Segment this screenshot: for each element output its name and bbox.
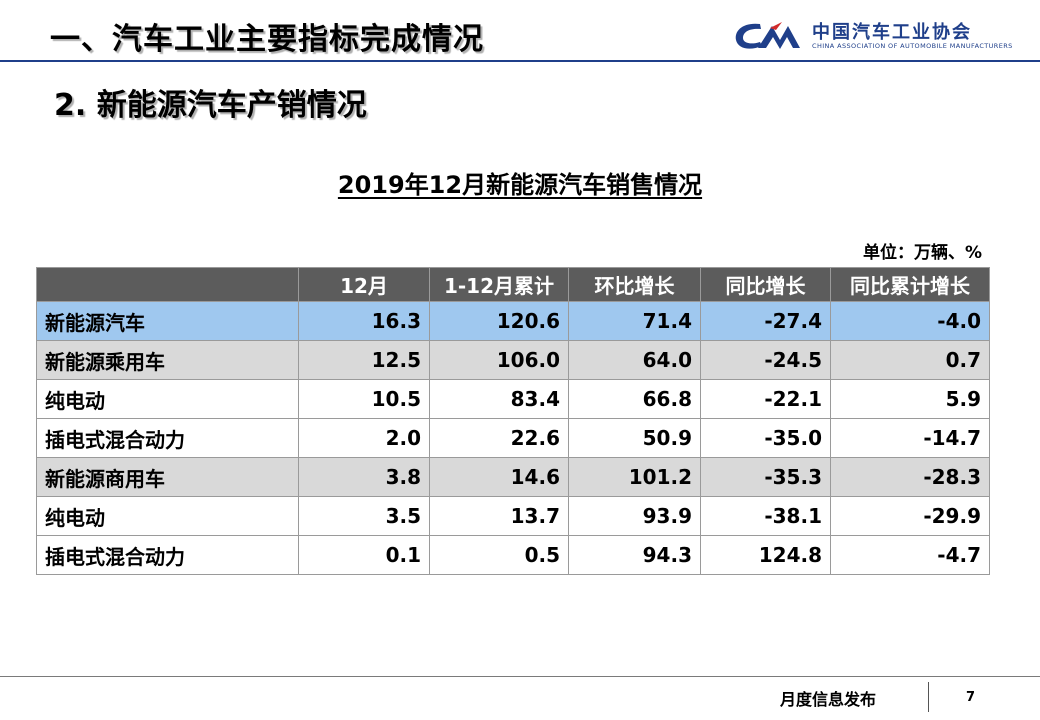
sales-table: 12月 1-12月累计 环比增长 同比增长 同比累计增长 新能源汽车 16.3 … bbox=[36, 267, 990, 575]
table-row: 新能源汽车 16.3 120.6 71.4 -27.4 -4.0 bbox=[36, 301, 990, 341]
footer-label: 月度信息发布 bbox=[780, 690, 877, 709]
cell-value: -22.1 bbox=[700, 379, 831, 419]
cell-value: 64.0 bbox=[568, 340, 701, 380]
row-label: 插电式混合动力 bbox=[36, 418, 299, 458]
table-header-row: 12月 1-12月累计 环比增长 同比增长 同比累计增长 bbox=[36, 267, 990, 302]
cell-value: 2.0 bbox=[298, 418, 430, 458]
table-row: 插电式混合动力 0.1 0.5 94.3 124.8 -4.7 bbox=[36, 535, 990, 575]
cell-value: 101.2 bbox=[568, 457, 701, 497]
table-row: 新能源乘用车 12.5 106.0 64.0 -24.5 0.7 bbox=[36, 340, 990, 380]
cell-value: 66.8 bbox=[568, 379, 701, 419]
table-row: 插电式混合动力 2.0 22.6 50.9 -35.0 -14.7 bbox=[36, 418, 990, 458]
cell-value: 12.5 bbox=[298, 340, 430, 380]
cell-value: 10.5 bbox=[298, 379, 430, 419]
header-rule bbox=[0, 60, 1040, 62]
org-name: 中国汽车工业协会 bbox=[812, 22, 972, 43]
table-row: 纯电动 10.5 83.4 66.8 -22.1 5.9 bbox=[36, 379, 990, 419]
column-header: 1-12月累计 bbox=[429, 267, 569, 302]
org-name-en: CHINA ASSOCIATION OF AUTOMOBILE MANUFACT… bbox=[812, 42, 1013, 50]
cell-value: -38.1 bbox=[700, 496, 831, 536]
cell-value: 120.6 bbox=[429, 301, 569, 341]
page-number: 7 bbox=[966, 690, 976, 705]
footer-rule bbox=[0, 676, 1040, 677]
cell-value: -27.4 bbox=[700, 301, 831, 341]
cell-value: -4.7 bbox=[830, 535, 990, 575]
column-header: 12月 bbox=[298, 267, 430, 302]
org-logo: 中国汽车工业协会 CHINA ASSOCIATION OF AUTOMOBILE… bbox=[730, 18, 1030, 56]
cell-value: 5.9 bbox=[830, 379, 990, 419]
row-label: 纯电动 bbox=[36, 496, 299, 536]
cell-value: 94.3 bbox=[568, 535, 701, 575]
cell-value: 71.4 bbox=[568, 301, 701, 341]
sub-title: 2. 新能源汽车产销情况 bbox=[54, 88, 367, 123]
cell-value: 50.9 bbox=[568, 418, 701, 458]
cell-value: 0.5 bbox=[429, 535, 569, 575]
cell-value: -14.7 bbox=[830, 418, 990, 458]
cell-value: 16.3 bbox=[298, 301, 430, 341]
cell-value: 3.5 bbox=[298, 496, 430, 536]
cell-value: 22.6 bbox=[429, 418, 569, 458]
cell-value: 3.8 bbox=[298, 457, 430, 497]
row-label: 新能源商用车 bbox=[36, 457, 299, 497]
cell-value: 0.1 bbox=[298, 535, 430, 575]
row-label: 插电式混合动力 bbox=[36, 535, 299, 575]
row-label: 新能源汽车 bbox=[36, 301, 299, 341]
table-row: 纯电动 3.5 13.7 93.9 -38.1 -29.9 bbox=[36, 496, 990, 536]
caam-logo-icon bbox=[735, 22, 800, 49]
column-header: 同比增长 bbox=[700, 267, 831, 302]
column-header: 环比增长 bbox=[568, 267, 701, 302]
table-row: 新能源商用车 3.8 14.6 101.2 -35.3 -28.3 bbox=[36, 457, 990, 497]
cell-value: 93.9 bbox=[568, 496, 701, 536]
section-title: 一、汽车工业主要指标完成情况 bbox=[50, 22, 484, 57]
cell-value: 13.7 bbox=[429, 496, 569, 536]
unit-label: 单位：万辆、% bbox=[862, 243, 982, 263]
table-title: 2019年12月新能源汽车销售情况 bbox=[0, 165, 1040, 200]
column-header: 同比累计增长 bbox=[830, 267, 990, 302]
cell-value: 83.4 bbox=[429, 379, 569, 419]
footer-divider bbox=[928, 682, 929, 712]
cell-value: -24.5 bbox=[700, 340, 831, 380]
cell-value: 106.0 bbox=[429, 340, 569, 380]
table-title-text: 2019年12月新能源汽车销售情况 bbox=[337, 171, 703, 199]
cell-value: 14.6 bbox=[429, 457, 569, 497]
cell-value: -35.0 bbox=[700, 418, 831, 458]
cell-value: -35.3 bbox=[700, 457, 831, 497]
header-blank bbox=[36, 267, 299, 302]
cell-value: -29.9 bbox=[830, 496, 990, 536]
row-label: 新能源乘用车 bbox=[36, 340, 299, 380]
cell-value: -28.3 bbox=[830, 457, 990, 497]
row-label: 纯电动 bbox=[36, 379, 299, 419]
cell-value: 124.8 bbox=[700, 535, 831, 575]
cell-value: -4.0 bbox=[830, 301, 990, 341]
cell-value: 0.7 bbox=[830, 340, 990, 380]
